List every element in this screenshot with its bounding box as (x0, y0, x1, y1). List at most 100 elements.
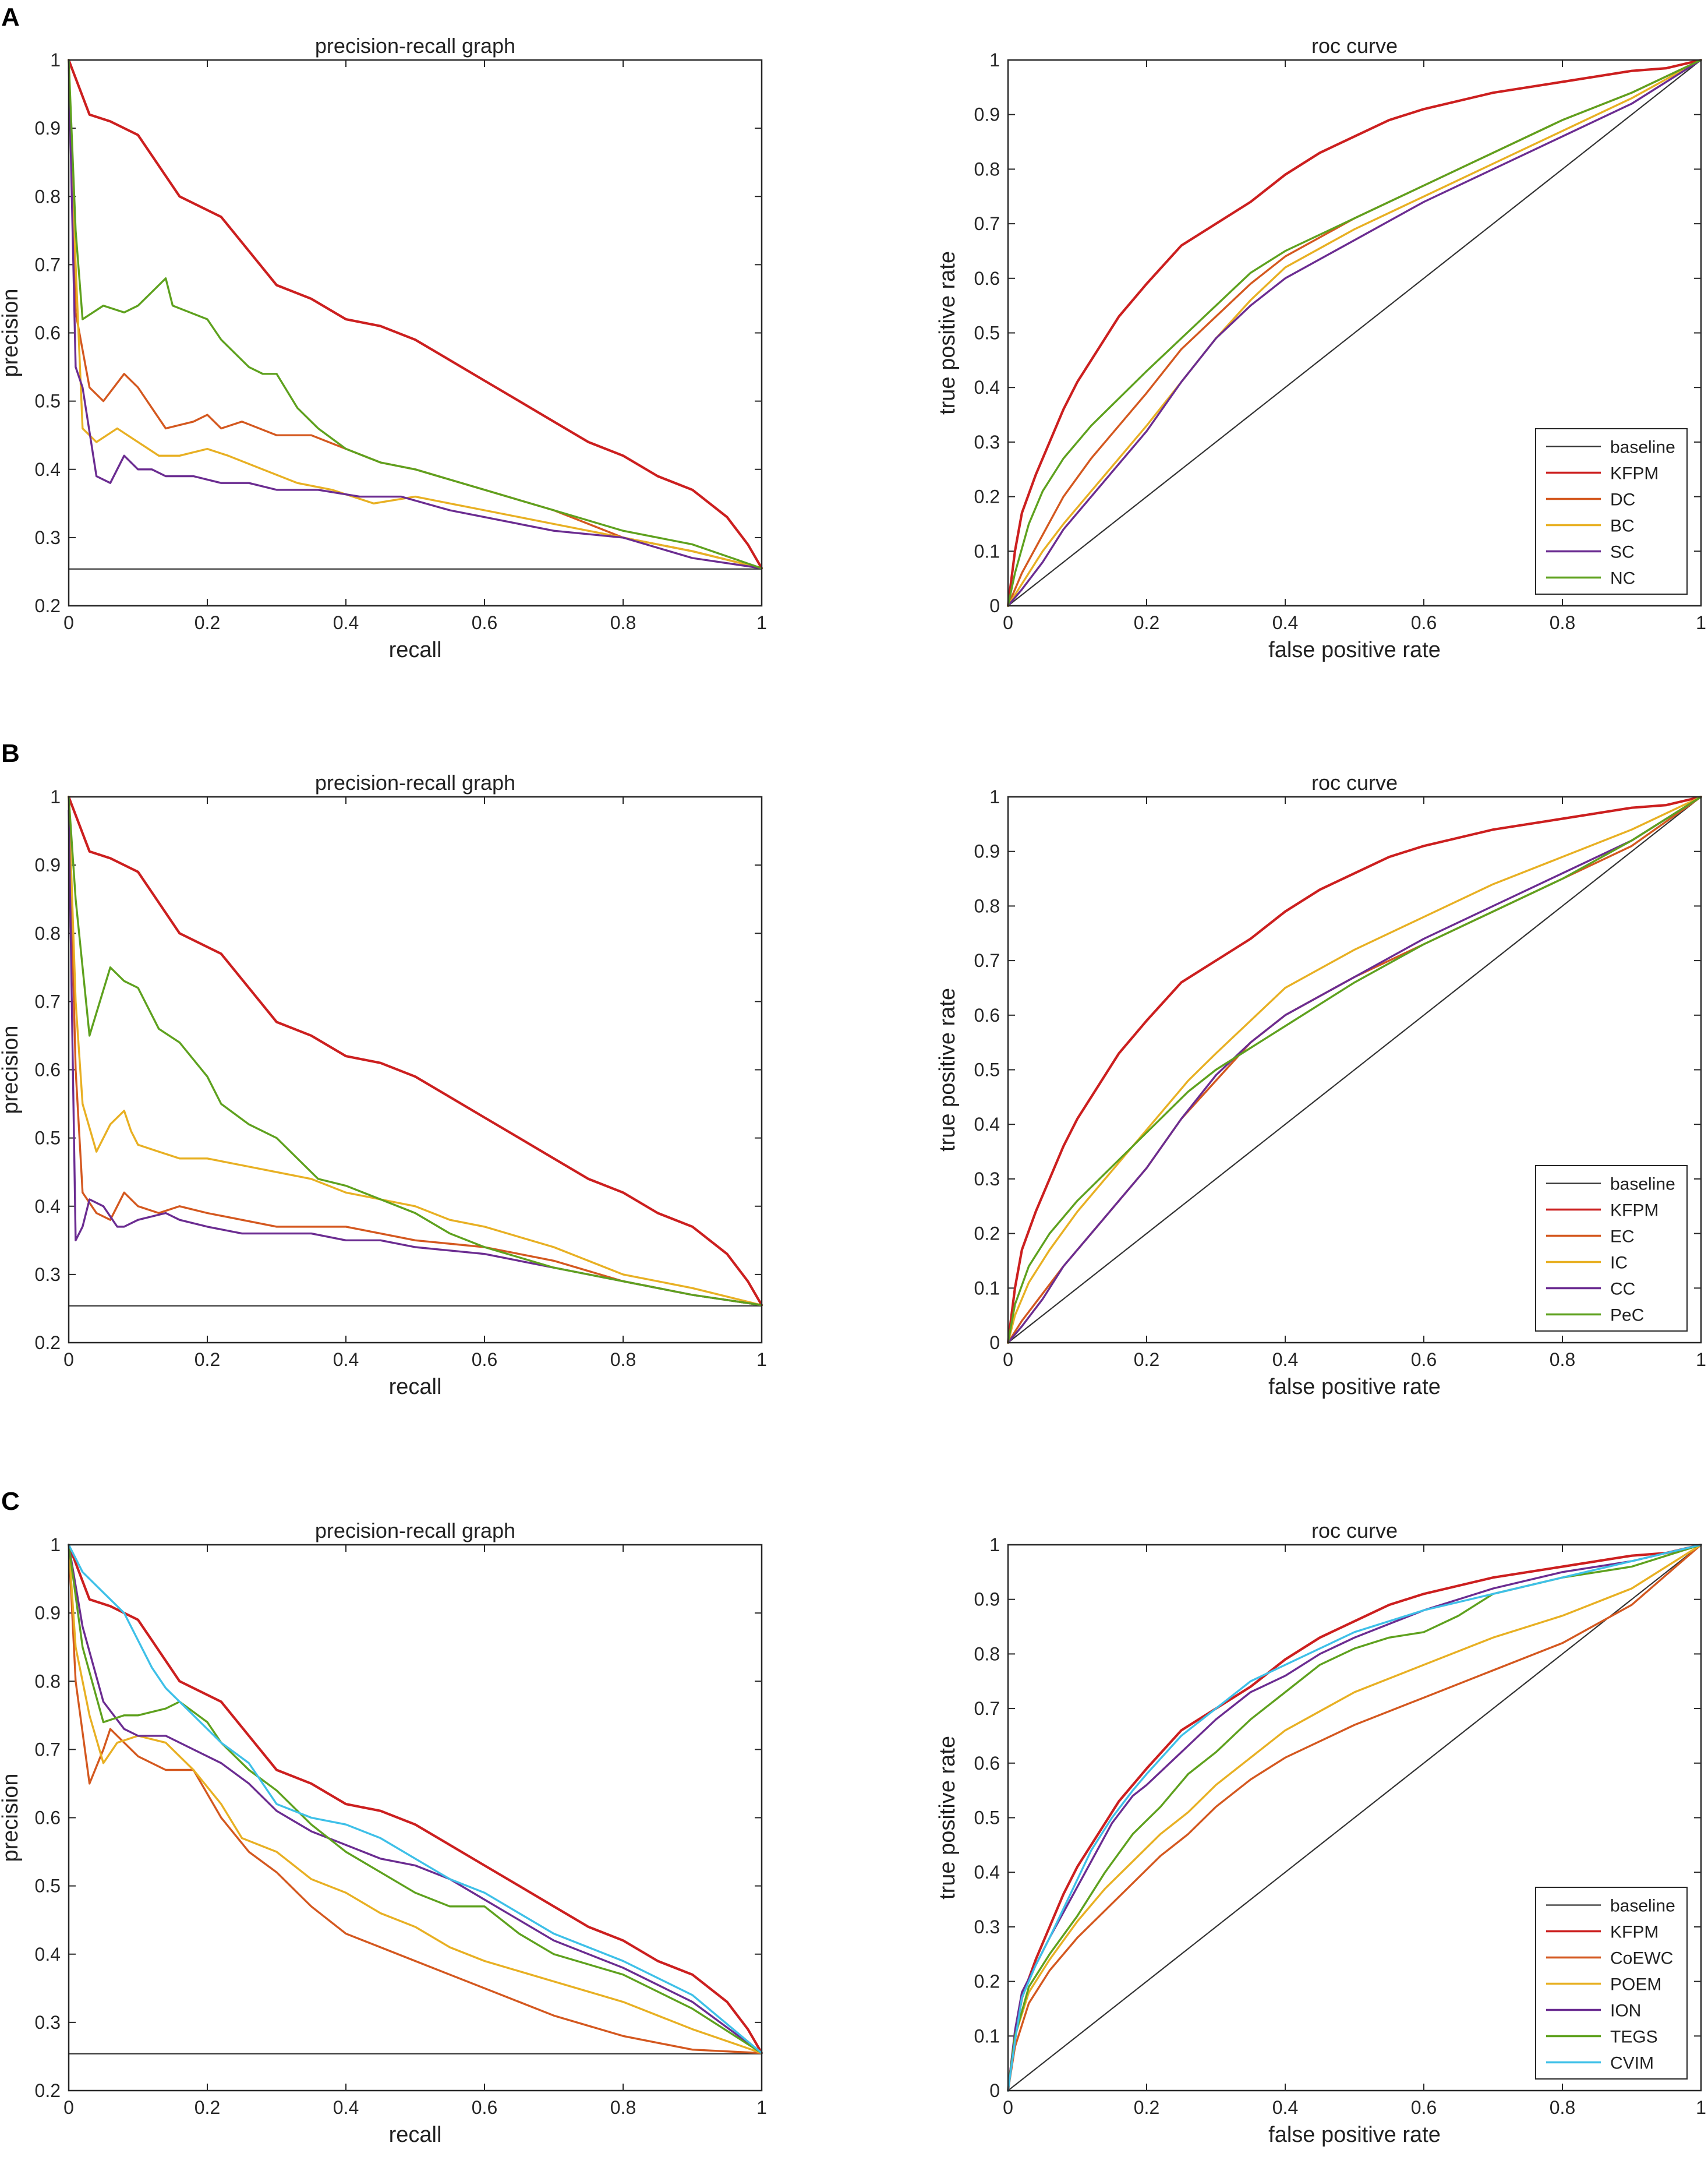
panel-c-roc-xtick-label: 0 (1003, 2097, 1013, 2118)
panel-c-pr-ytick-label: 0.8 (35, 1671, 61, 1692)
panel-a-roc-xlabel: false positive rate (1268, 638, 1441, 662)
panel-c-pr-ytick-label: 0.4 (35, 1944, 61, 1965)
panel-a-roc-ytick-label: 1 (989, 50, 1000, 70)
panel-c-roc-series-cvim (1007, 1544, 1702, 2092)
panel-c-roc-series-coewc (1007, 1544, 1702, 2092)
panel-b-pr-ytick-label: 0.9 (35, 855, 61, 875)
panel-a-roc-ytick-label: 0.1 (974, 541, 1000, 562)
panel-b-pr-series-pec (68, 796, 763, 1307)
panel-b-roc-series-kfpm (1006, 795, 1703, 1344)
panel-c-roc-legend-label-cvim: CVIM (1610, 2054, 1654, 2073)
panel-c-roc-legend-label-ion: ION (1610, 2001, 1641, 2021)
panel-c-roc-legend-label-kfpm: KFPM (1610, 1923, 1659, 1942)
panel-label-c: C (1, 1487, 20, 1516)
panel-b-pr-xtick-label: 0.8 (610, 1349, 636, 1370)
panel-c-pr-xlabel: recall (389, 2123, 442, 2147)
panel-a-pr-ytick-label: 0.6 (35, 323, 61, 344)
panel-a-roc-legend-label-baseline: baseline (1610, 438, 1675, 457)
panel-c-roc-xtick-label: 1 (1696, 2097, 1706, 2118)
panel-c-roc-xlabel: false positive rate (1268, 2123, 1441, 2147)
panel-b-pr-xtick-label: 0 (63, 1349, 74, 1370)
panel-a-roc-legend-label-sc: SC (1610, 543, 1635, 562)
panel-b-pr-ytick-label: 0.2 (35, 1332, 61, 1353)
panel-b-pr-ytick-label: 0.3 (35, 1264, 61, 1285)
panel-a-roc-ytick-label: 0 (989, 595, 1000, 616)
panel-a-pr-ytick-label: 1 (50, 50, 61, 70)
panel-a-pr-series-bc (68, 59, 763, 570)
panel-b-roc-ytick-label: 1 (989, 786, 1000, 807)
panel-b-roc-series-cc (1007, 796, 1702, 1344)
panel-a-roc-xtick-label: 0.6 (1411, 612, 1437, 633)
panel-a-roc-series-baseline (1007, 59, 1702, 607)
panel-c-pr-xtick-label: 0.6 (472, 2097, 497, 2118)
panel-a-roc-series-sc (1007, 59, 1702, 607)
panel-b-pr-series-ic (68, 796, 763, 1307)
panel-b-roc-legend-label-baseline: baseline (1610, 1175, 1675, 1194)
panel-b-roc-xtick-label: 1 (1696, 1349, 1706, 1370)
panel-c-roc-xtick-label: 0.6 (1411, 2097, 1437, 2118)
panel-b-roc-ytick-label: 0.9 (974, 841, 1000, 862)
panel-c-roc-axes-frame (1007, 1544, 1702, 2092)
panel-b-roc-xtick-label: 0 (1003, 1349, 1013, 1370)
panel-b-pr-ytick-label: 0.4 (35, 1196, 61, 1217)
panel-c-pr-ytick-label: 0.9 (35, 1602, 61, 1623)
panel-c-roc-series-tegs (1007, 1544, 1702, 2092)
panel-a-roc-xtick-label: 1 (1696, 612, 1706, 633)
panel-b-pr-ylabel: precision (0, 1025, 23, 1114)
panel-b-pr-xtick-label: 0.4 (333, 1349, 359, 1370)
panel-c-pr-series-kfpm (67, 1543, 763, 2054)
panel-b-roc-ytick-label: 0.2 (974, 1223, 1000, 1244)
panel-b-roc-xtick-label: 0.2 (1134, 1349, 1159, 1370)
panel-c-roc-ytick-label: 0.2 (974, 1971, 1000, 1992)
panel-b-roc-ytick-label: 0.6 (974, 1005, 1000, 1026)
panel-a-roc-legend-label-dc: DC (1610, 490, 1635, 510)
panel-c-roc-ytick-label: 0.9 (974, 1589, 1000, 1610)
panel-b-roc-xlabel: false positive rate (1268, 1375, 1441, 1399)
panel-b-roc-xtick-label: 0.4 (1272, 1349, 1298, 1370)
panel-a-pr-ytick-label: 0.7 (35, 254, 61, 275)
panel-b-pr-xtick-label: 1 (756, 1349, 767, 1370)
panel-c-roc-legend-label-baseline: baseline (1610, 1897, 1675, 1916)
panel-a-roc-ytick-label: 0.8 (974, 158, 1000, 179)
panel-a-pr-ytick-label: 0.2 (35, 595, 61, 616)
panel-c-roc-legend-label-poem: POEM (1610, 1975, 1661, 1994)
panel-b-roc-legend-label-ic: IC (1610, 1254, 1628, 1273)
panel-b-roc-ylabel: true positive rate (935, 988, 960, 1152)
panel-c-pr-xtick-label: 0.2 (195, 2097, 220, 2118)
panel-b-roc-legend-label-ec: EC (1610, 1227, 1635, 1247)
panel-b-pr-series-kfpm (67, 795, 763, 1307)
panel-a-roc-ytick-label: 0.2 (974, 486, 1000, 507)
panel-a-pr-series-sc (68, 59, 763, 570)
panel-b-roc-legend-box (1535, 1165, 1688, 1332)
panel-a-pr-xtick-label: 0.4 (333, 612, 359, 633)
panel-c-roc-ytick-label: 0.4 (974, 1862, 1000, 1883)
panel-c-pr-series-cvim (68, 1544, 763, 2054)
panel-a-pr-xtick-label: 0 (63, 612, 74, 633)
panel-c-pr-ylabel: precision (0, 1773, 23, 1862)
panel-c-roc-ytick-label: 1 (989, 1534, 1000, 1555)
panel-b-pr-title: precision-recall graph (315, 771, 515, 795)
panel-a-roc-series-kfpm (1006, 58, 1703, 608)
panel-a-roc-ytick-label: 0.4 (974, 377, 1000, 398)
panel-a-pr-xtick-label: 0.2 (195, 612, 220, 633)
panel-b-roc-ytick-label: 0.1 (974, 1277, 1000, 1298)
panel-a-pr-series-kfpm (67, 58, 763, 570)
panel-a-roc-series-nc (1007, 59, 1702, 607)
panel-a-roc-legend-label-kfpm: KFPM (1610, 464, 1659, 483)
panel-b-roc-legend-label-pec: PeC (1610, 1306, 1644, 1325)
panel-c-pr-series-ion (68, 1544, 763, 2054)
panel-b-roc-series-pec (1007, 796, 1702, 1344)
panel-b-roc-ytick-label: 0.3 (974, 1168, 1000, 1189)
panel-a-roc-ylabel: true positive rate (935, 251, 960, 415)
panel-a-roc-ytick-label: 0.3 (974, 432, 1000, 453)
panel-c-roc-xtick-label: 0.8 (1550, 2097, 1575, 2118)
panel-a-roc-legend-label-bc: BC (1610, 517, 1635, 536)
panel-c-pr-title: precision-recall graph (315, 1519, 515, 1542)
panel-a-pr-ytick-label: 0.9 (35, 118, 61, 139)
panel-a-pr-ytick-label: 0.8 (35, 186, 61, 207)
panel-c-pr-ytick-label: 1 (50, 1534, 61, 1555)
panel-b-roc-ytick-label: 0 (989, 1332, 1000, 1353)
panel-b-roc-series-ic (1007, 796, 1702, 1344)
panel-a-roc-legend-label-nc: NC (1610, 569, 1635, 588)
panel-a-pr-title: precision-recall graph (315, 34, 515, 58)
